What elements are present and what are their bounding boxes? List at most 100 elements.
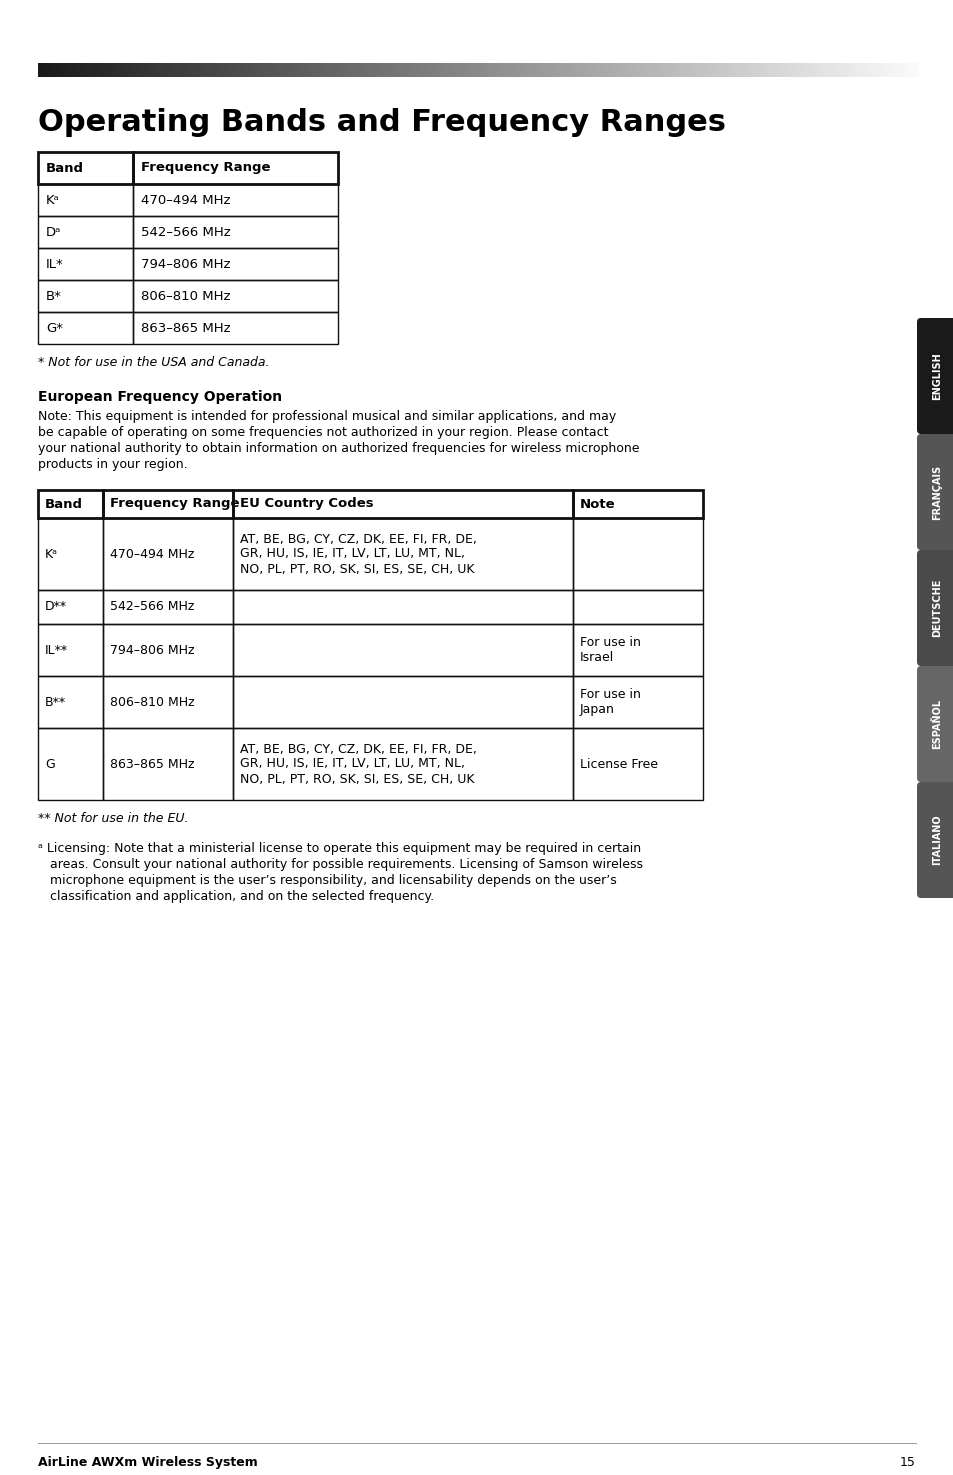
- Bar: [558, 63, 561, 77]
- Bar: [234, 63, 237, 77]
- Bar: [132, 313, 337, 344]
- Bar: [103, 624, 233, 676]
- Bar: [742, 63, 745, 77]
- Bar: [521, 63, 524, 77]
- Bar: [702, 63, 705, 77]
- Bar: [245, 63, 248, 77]
- Bar: [323, 63, 326, 77]
- Bar: [188, 63, 190, 77]
- Bar: [157, 63, 160, 77]
- Bar: [578, 63, 580, 77]
- Bar: [89, 63, 91, 77]
- Bar: [110, 63, 112, 77]
- Bar: [196, 63, 199, 77]
- Bar: [780, 63, 782, 77]
- Bar: [253, 63, 255, 77]
- Bar: [257, 63, 260, 77]
- Bar: [338, 63, 341, 77]
- Bar: [407, 63, 410, 77]
- Bar: [175, 63, 178, 77]
- Bar: [790, 63, 793, 77]
- Bar: [548, 63, 551, 77]
- Bar: [267, 63, 269, 77]
- Bar: [413, 63, 416, 77]
- Bar: [163, 63, 166, 77]
- Bar: [569, 63, 572, 77]
- Bar: [421, 63, 424, 77]
- Bar: [307, 63, 310, 77]
- Bar: [663, 63, 666, 77]
- Bar: [848, 63, 851, 77]
- Bar: [369, 63, 371, 77]
- Bar: [411, 63, 414, 77]
- Bar: [86, 63, 89, 77]
- Bar: [132, 184, 337, 215]
- Bar: [551, 63, 554, 77]
- Bar: [132, 280, 337, 313]
- Bar: [101, 63, 104, 77]
- Bar: [293, 63, 295, 77]
- Bar: [388, 63, 391, 77]
- Bar: [775, 63, 778, 77]
- Bar: [458, 63, 461, 77]
- Bar: [671, 63, 674, 77]
- Bar: [662, 63, 664, 77]
- Text: ENGLISH: ENGLISH: [931, 353, 942, 400]
- Bar: [132, 63, 133, 77]
- Bar: [794, 63, 797, 77]
- Bar: [781, 63, 784, 77]
- Bar: [857, 63, 860, 77]
- Bar: [862, 63, 865, 77]
- Bar: [534, 63, 537, 77]
- Bar: [806, 63, 809, 77]
- Bar: [746, 63, 749, 77]
- Bar: [877, 63, 879, 77]
- Bar: [540, 63, 543, 77]
- Bar: [561, 63, 564, 77]
- Bar: [128, 63, 131, 77]
- Bar: [109, 63, 111, 77]
- Bar: [673, 63, 676, 77]
- Bar: [471, 63, 473, 77]
- Bar: [904, 63, 907, 77]
- Bar: [696, 63, 699, 77]
- Text: For use in: For use in: [579, 687, 640, 701]
- Bar: [854, 63, 857, 77]
- Bar: [861, 63, 863, 77]
- Bar: [686, 63, 689, 77]
- Bar: [799, 63, 801, 77]
- Bar: [648, 63, 651, 77]
- Bar: [138, 63, 141, 77]
- Bar: [815, 63, 818, 77]
- Bar: [233, 729, 573, 799]
- Bar: [573, 490, 702, 518]
- Bar: [741, 63, 743, 77]
- Bar: [838, 63, 841, 77]
- Bar: [804, 63, 807, 77]
- Bar: [660, 63, 663, 77]
- Bar: [94, 63, 97, 77]
- Bar: [492, 63, 495, 77]
- Bar: [47, 63, 50, 77]
- Bar: [317, 63, 320, 77]
- Bar: [136, 63, 139, 77]
- Bar: [906, 63, 909, 77]
- Bar: [576, 63, 578, 77]
- Bar: [725, 63, 728, 77]
- Bar: [771, 63, 774, 77]
- Bar: [778, 63, 781, 77]
- Text: Frequency Range: Frequency Range: [110, 497, 239, 510]
- Bar: [507, 63, 510, 77]
- Bar: [557, 63, 559, 77]
- Bar: [380, 63, 383, 77]
- Bar: [103, 729, 233, 799]
- Bar: [194, 63, 197, 77]
- Bar: [42, 63, 44, 77]
- Bar: [442, 63, 445, 77]
- Bar: [511, 63, 514, 77]
- Bar: [796, 63, 799, 77]
- Bar: [455, 63, 457, 77]
- Bar: [567, 63, 570, 77]
- Bar: [219, 63, 222, 77]
- Bar: [165, 63, 168, 77]
